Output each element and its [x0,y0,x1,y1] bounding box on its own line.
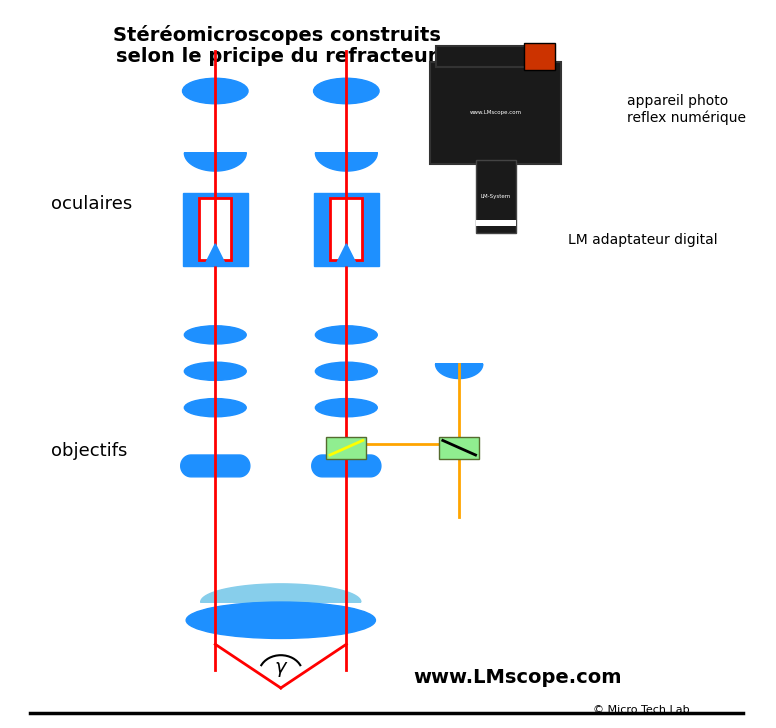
Bar [476,220,515,226]
Text: selon le pricipe du refracteur: selon le pricipe du refracteur [116,47,438,66]
FancyBboxPatch shape [182,193,248,266]
Ellipse shape [185,398,246,416]
FancyBboxPatch shape [331,198,362,260]
FancyBboxPatch shape [199,198,231,260]
Ellipse shape [186,602,376,638]
Text: © Micro Tech Lab: © Micro Tech Lab [593,705,689,715]
FancyBboxPatch shape [524,43,555,70]
Text: LM adaptateur digital: LM adaptateur digital [568,233,718,248]
FancyBboxPatch shape [430,62,561,164]
Text: $\gamma$: $\gamma$ [274,660,288,679]
FancyBboxPatch shape [314,193,379,266]
Text: Stéréomicroscopes construits: Stéréomicroscopes construits [113,25,441,45]
FancyBboxPatch shape [476,160,515,233]
Polygon shape [185,153,246,171]
Ellipse shape [185,325,246,344]
Ellipse shape [315,325,377,344]
Polygon shape [204,244,226,266]
Polygon shape [201,584,361,602]
Ellipse shape [315,362,377,380]
FancyBboxPatch shape [439,437,479,459]
FancyBboxPatch shape [326,437,366,459]
FancyBboxPatch shape [436,46,556,67]
Text: www.LMscope.com: www.LMscope.com [413,668,622,687]
Polygon shape [312,455,381,477]
Ellipse shape [315,398,377,416]
Ellipse shape [182,78,248,103]
Text: LM-System: LM-System [480,194,511,199]
Ellipse shape [185,362,246,380]
Text: objectifs: objectifs [51,443,128,460]
Text: www.LMscope.com: www.LMscope.com [469,111,521,115]
Polygon shape [435,364,483,379]
Text: appareil photo
reflex numérique: appareil photo reflex numérique [626,94,746,124]
Text: oculaires: oculaires [51,195,133,213]
Ellipse shape [314,78,379,103]
Polygon shape [181,455,250,477]
Polygon shape [335,244,357,266]
Polygon shape [315,153,377,171]
